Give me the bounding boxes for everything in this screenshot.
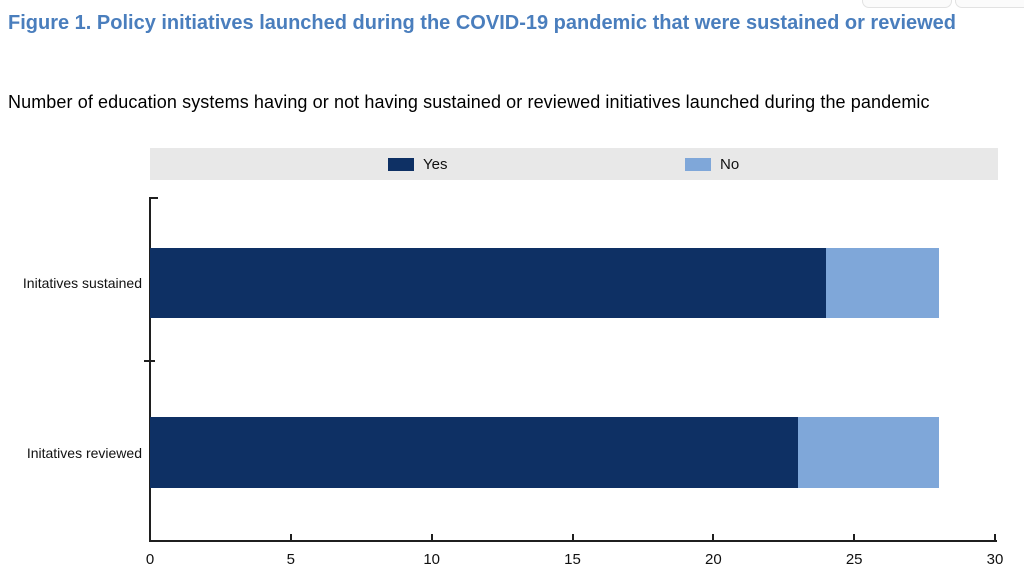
chart-legend: Yes No	[150, 148, 998, 180]
x-axis-tick-label-0: 0	[145, 551, 155, 568]
x-axis-tick-label-15: 15	[564, 551, 581, 568]
x-axis-tick-5	[289, 534, 292, 540]
bar-segment-yes-1[interactable]	[150, 248, 826, 318]
category-label-2: Initatives reviewed	[26, 444, 142, 461]
bar-segment-no-1[interactable]	[826, 248, 939, 318]
figure-subtitle: Number of education systems having or no…	[8, 92, 930, 112]
y-axis-line	[149, 197, 151, 542]
x-axis-line	[149, 540, 997, 542]
x-axis-tick-20	[712, 534, 715, 540]
x-axis-tick-label-25: 25	[845, 551, 863, 568]
bar-segment-yes-2[interactable]	[150, 417, 798, 488]
legend-label-yes: Yes	[423, 155, 448, 173]
category-label-1: Initatives sustained	[22, 275, 142, 291]
bar-segment-no-2[interactable]	[797, 417, 939, 488]
x-axis-tick-15	[571, 534, 574, 540]
x-axis-tick-label-30: 30	[986, 551, 1004, 568]
legend-item-yes[interactable]: Yes	[388, 148, 447, 180]
toolbar-button-remnant-right[interactable]	[955, 0, 1024, 8]
legend-swatch-yes	[388, 157, 414, 171]
y-axis-top-tick	[150, 197, 158, 199]
x-axis-tick-label-20: 20	[704, 551, 722, 568]
x-axis-tick-30	[994, 534, 996, 540]
legend-label-no: No	[720, 155, 740, 173]
y-axis-mid-tick	[144, 360, 155, 362]
x-axis-tick-label-5: 5	[286, 551, 295, 568]
figure-title: Figure 1. Policy initiatives launched du…	[8, 12, 957, 34]
toolbar-button-remnant-left[interactable]	[862, 0, 952, 8]
legend-swatch-no	[685, 157, 711, 171]
x-axis-tick-25	[853, 534, 856, 540]
x-axis-tick-10	[430, 534, 433, 540]
x-axis-tick-label-10: 10	[423, 551, 440, 568]
legend-item-no[interactable]: No	[685, 148, 739, 180]
